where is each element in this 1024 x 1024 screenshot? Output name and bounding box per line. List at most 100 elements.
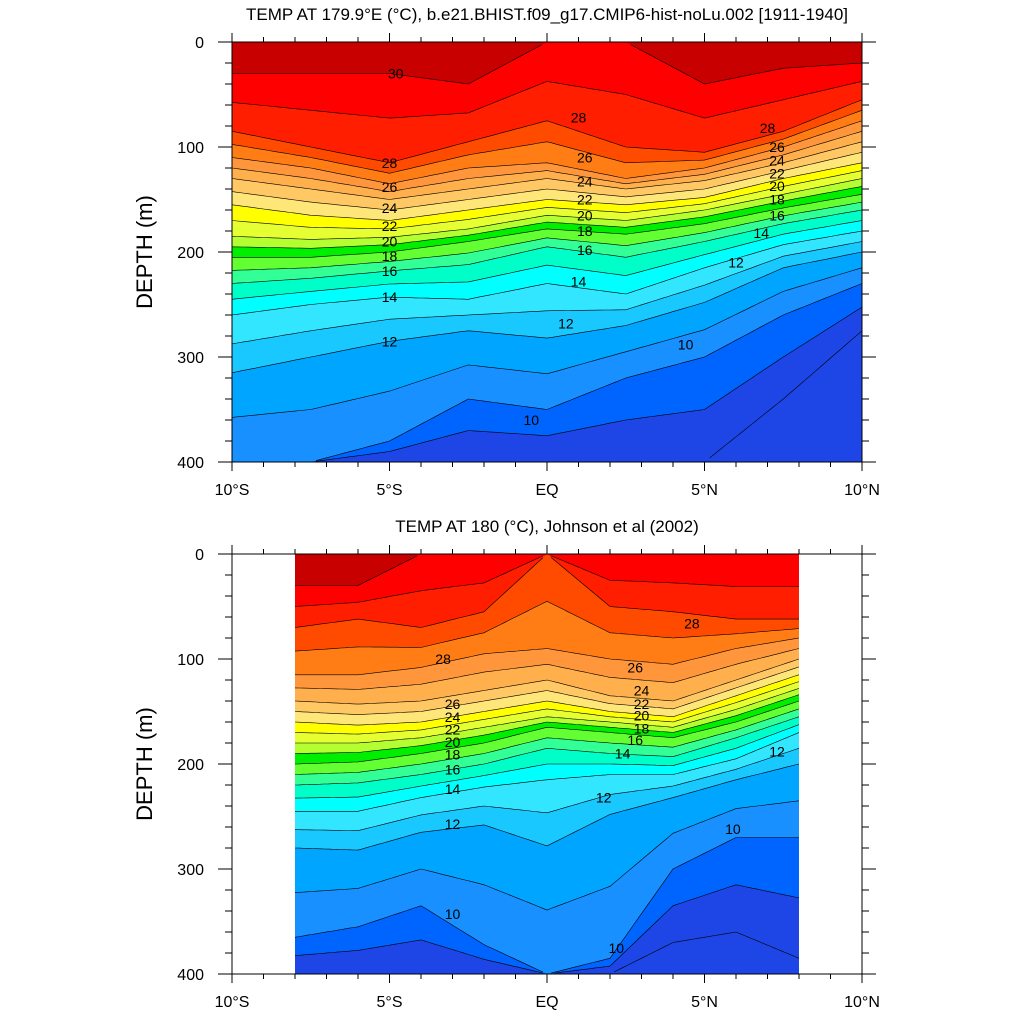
- top-isotherm-26: [231, 120, 863, 185]
- bottom-contour-label: 16: [627, 732, 643, 748]
- bottom-band-29: [295, 554, 799, 607]
- bottom-contour-label: 26: [445, 696, 461, 712]
- top-contour-label: 14: [571, 273, 587, 289]
- top-isotherm-16: [231, 209, 863, 284]
- bottom-isotherm-28: [294, 557, 799, 628]
- bottom-isotherm-26: [295, 637, 800, 676]
- top-contour-labels: 3028262422201816141228262422201816141210…: [382, 66, 785, 429]
- top-contour-label: 24: [577, 174, 593, 190]
- top-x-tick-label: 10°N: [844, 482, 880, 499]
- top-isotherms: [231, 44, 863, 462]
- bottom-contour-labels: 2826242220181614121028262422201816141210…: [435, 615, 785, 956]
- bottom-isotherm-21: [294, 681, 800, 735]
- bottom-isotherm-15: [295, 724, 800, 799]
- top-contour-label: 28: [382, 155, 398, 171]
- bottom-contour-label: 26: [627, 659, 643, 675]
- top-contour-label: 20: [382, 234, 398, 250]
- top-y-tick-label: 400: [177, 455, 204, 472]
- top-isotherm-15: [231, 220, 863, 300]
- bottom-contour-label: 28: [435, 651, 451, 667]
- top-y-tick-label: 100: [177, 140, 204, 157]
- bottom-contour-label: 12: [445, 816, 461, 832]
- top-isotherm-12: [231, 251, 863, 374]
- bottom-isotherm-25: [294, 648, 800, 690]
- top-contour-label: 22: [382, 218, 398, 234]
- top-axis-ticks: [218, 33, 876, 471]
- top-contour-label: 16: [577, 242, 593, 258]
- top-isotherm-27: [231, 110, 863, 174]
- top-contour-label: 16: [769, 207, 785, 223]
- bottom-contour-label: 12: [596, 790, 612, 806]
- bottom-contour-label: 18: [445, 747, 461, 763]
- bottom-contour-label: 12: [769, 743, 785, 759]
- bottom-contour-label: 16: [445, 761, 461, 777]
- bottom-isotherm-24: [294, 658, 800, 705]
- top-x-tick-label: 10°S: [215, 482, 250, 499]
- bottom-isotherm-9: [294, 884, 800, 974]
- bottom-isotherm-29: [294, 555, 799, 607]
- bottom-isotherm-23: [294, 666, 800, 715]
- bottom-axis-ticks: [218, 545, 876, 983]
- top-isotherm-28: [231, 99, 863, 164]
- top-contour-label: 30: [388, 66, 404, 82]
- top-isotherm-21: [231, 170, 863, 230]
- bottom-isotherm-16: [294, 716, 800, 786]
- top-contour-label: 28: [760, 120, 776, 136]
- bottom-contour-label: 10: [725, 821, 741, 837]
- bottom-isotherm-19: [294, 694, 800, 754]
- bottom-contour-label: 24: [634, 683, 650, 699]
- top-contour-label: 12: [558, 315, 574, 331]
- bottom-x-tick-label: 5°N: [691, 994, 718, 1011]
- top-x-tick-label: 5°N: [691, 482, 718, 499]
- top-contour-label: 14: [753, 225, 769, 241]
- bottom-isotherm-13: [294, 748, 800, 832]
- top-contour-label: 12: [728, 255, 744, 271]
- bottom-panel-title: TEMP AT 180 (°C), Johnson et al (2002): [395, 517, 699, 536]
- bottom-contour-label: 24: [445, 709, 461, 725]
- top-y-axis-label: DEPTH (m): [132, 195, 157, 309]
- bottom-isotherm-30: [295, 555, 417, 586]
- top-tick-labels: 10°S 5°S EQ 5°N 10°N 0 100 200 300 400: [177, 35, 880, 499]
- bottom-contour-label: 14: [615, 746, 631, 762]
- top-contour-label: 10: [678, 336, 694, 352]
- top-y-tick-label: 0: [195, 35, 204, 52]
- top-isotherm-19: [231, 186, 863, 249]
- bottom-x-tick-label: 10°S: [215, 994, 250, 1011]
- bottom-contour-label: 14: [445, 781, 461, 797]
- bottom-x-tick-label: EQ: [535, 994, 558, 1011]
- top-isotherm-8: [709, 330, 863, 459]
- top-isotherm-30: [232, 44, 863, 85]
- top-contour-label: 20: [577, 207, 593, 223]
- top-contour-label: 24: [382, 200, 398, 216]
- bottom-y-tick-label: 200: [177, 757, 204, 774]
- bottom-isotherm-8: [614, 931, 800, 973]
- bottom-y-tick-label: 100: [177, 652, 204, 669]
- top-contour-label: 26: [382, 179, 398, 195]
- bottom-panel: TEMP AT 180 (°C), Johnson et al (2002) 2…: [132, 517, 880, 1011]
- bottom-x-tick-label: 5°S: [377, 994, 403, 1011]
- bottom-isotherm-14: [295, 732, 800, 812]
- top-contour-label: 16: [382, 263, 398, 279]
- bottom-contour-label: 22: [445, 721, 461, 737]
- top-contour-label: 22: [577, 192, 593, 208]
- top-contour-label: 14: [382, 289, 398, 305]
- top-isotherm-22: [231, 162, 863, 221]
- bottom-band-30: [295, 554, 799, 586]
- top-isotherm-29: [231, 81, 863, 119]
- top-contour-label: 18: [577, 223, 593, 239]
- top-y-tick-label: 300: [177, 350, 204, 367]
- top-contour-label: 20: [769, 178, 785, 194]
- bottom-isotherm-17: [294, 708, 800, 775]
- bottom-isotherm-22: [294, 674, 800, 726]
- bottom-isotherms: [294, 555, 800, 974]
- top-contour-label: 18: [769, 192, 785, 208]
- bottom-isotherm-10: [294, 837, 799, 974]
- top-contour-label: 24: [769, 153, 785, 169]
- top-contour-label: 26: [769, 139, 785, 155]
- bottom-x-tick-label: 10°N: [844, 994, 880, 1011]
- bottom-tick-labels: 10°S 5°S EQ 5°N 10°N 0 100 200 300 400: [177, 547, 880, 1011]
- bottom-isotherm-27: [294, 600, 800, 652]
- bottom-contour-label: 22: [634, 696, 650, 712]
- top-isotherm-23: [231, 152, 863, 211]
